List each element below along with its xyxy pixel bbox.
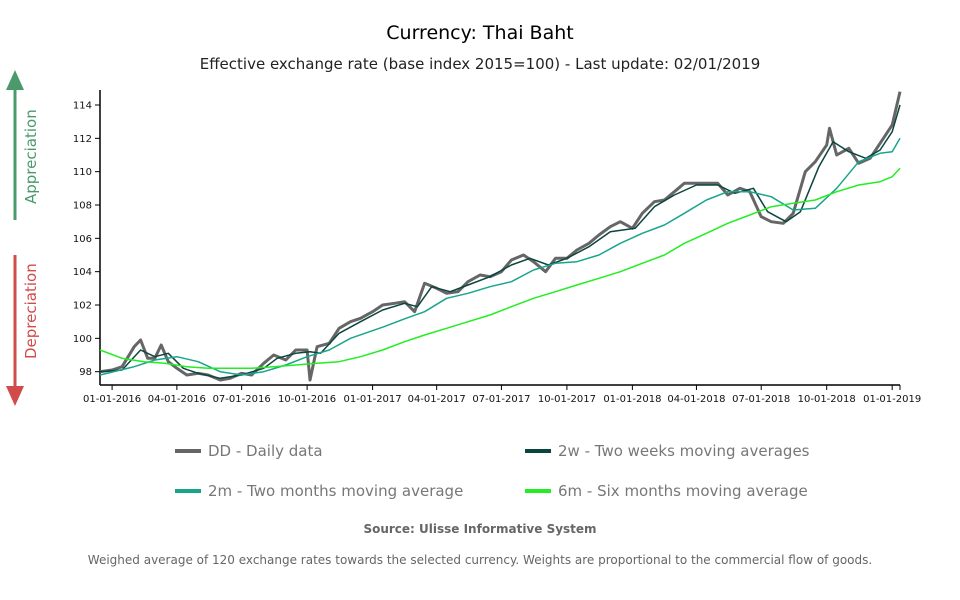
source-text: Source: Ulisse Informative System	[363, 522, 597, 536]
legend-label: 6m - Six months moving average	[558, 482, 808, 500]
y-tick-label: 110	[73, 167, 92, 178]
y-tick-label: 100	[73, 334, 92, 345]
y-tick-label: 112	[73, 134, 92, 145]
chart-title: Currency: Thai Baht	[386, 22, 574, 44]
legend-swatch	[525, 489, 551, 493]
appreciation-arrow-icon	[6, 70, 24, 220]
legend-label: 2w - Two weeks moving averages	[558, 442, 810, 460]
x-tick-label: 01-01-2017	[344, 394, 402, 405]
y-tick-label: 114	[73, 101, 92, 112]
x-tick-label: 07-01-2017	[472, 394, 530, 405]
x-tick-label: 07-01-2018	[732, 394, 790, 405]
series-line-2w	[99, 104, 901, 380]
legend-label: DD - Daily data	[208, 442, 323, 460]
footnote: Weighed average of 120 exchange rates to…	[87, 553, 873, 567]
chart-subtitle: Effective exchange rate (base index 2015…	[199, 55, 761, 73]
x-tick-label: 01-01-2019	[863, 394, 921, 405]
x-tick-label: 04-01-2018	[667, 394, 725, 405]
x-tick-label: 01-01-2016	[83, 394, 141, 405]
y-tick-label: 106	[73, 234, 92, 245]
x-tick-label: 07-01-2016	[213, 394, 271, 405]
legend-label: 2m - Two months moving average	[208, 482, 464, 500]
depreciation-arrow-icon	[6, 255, 24, 406]
legend-item-2m: 2m - Two months moving average	[175, 482, 463, 500]
series-line-2m	[99, 137, 901, 376]
legend-item-2w: 2w - Two weeks moving averages	[525, 442, 810, 460]
y-tick-label: 98	[79, 367, 92, 378]
x-tick-label: 04-01-2016	[148, 394, 206, 405]
y-tick-label: 104	[73, 267, 92, 278]
legend-swatch	[175, 449, 201, 453]
x-tick-label: 10-01-2017	[538, 394, 596, 405]
y-tick-label: 102	[73, 301, 92, 312]
x-tick-label: 10-01-2018	[798, 394, 856, 405]
legend-item-6m: 6m - Six months moving average	[525, 482, 808, 500]
series-line-daily	[99, 91, 902, 382]
legend-swatch	[525, 449, 551, 453]
x-tick-label: 01-01-2018	[603, 394, 661, 405]
y-tick-label: 108	[73, 201, 92, 212]
depreciation-label: Depreciation	[22, 263, 40, 359]
appreciation-label: Appreciation	[22, 109, 40, 204]
series-line-6m	[99, 167, 901, 370]
x-tick-label: 04-01-2017	[408, 394, 466, 405]
exchange-rate-chart: 98 100 102 104 106 108 110 112 114 01-01-2016 04-0…	[6, 70, 921, 406]
legend-swatch	[175, 489, 201, 493]
legend-item-dd: DD - Daily data	[175, 442, 323, 460]
x-tick-label: 10-01-2016	[278, 394, 336, 405]
